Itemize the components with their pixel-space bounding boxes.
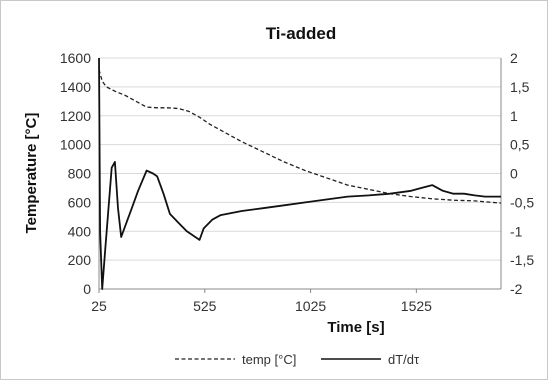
- series-line-temp: [98, 69, 502, 204]
- series-lines: [98, 57, 502, 290]
- x-axis-title: Time [s]: [327, 319, 384, 336]
- y-tick-label: 1000: [60, 137, 91, 153]
- y-axis-title: Temperature [°C]: [23, 113, 40, 234]
- y2-tick-label: -1: [510, 223, 523, 239]
- y-tick-label: 800: [68, 166, 92, 182]
- y2-tick-label: 0,5: [510, 137, 530, 153]
- axes: [98, 58, 502, 293]
- y2-tick-label: 1: [510, 108, 518, 124]
- x-tick-label: 525: [193, 298, 217, 314]
- y2-tick-label: 1,5: [510, 79, 530, 95]
- y-tick-label: 1200: [60, 108, 91, 124]
- x-tick-label: 25: [91, 298, 107, 314]
- y2-tick-label: -0,5: [510, 194, 534, 210]
- y2-tick-label: -2: [510, 281, 523, 297]
- y-tick-label: 400: [68, 223, 92, 239]
- y-tick-label: 0: [83, 281, 91, 297]
- y-tick-label: 200: [68, 252, 92, 268]
- series-line-dtdt: [98, 57, 501, 290]
- y2-tick-label: -1,5: [510, 252, 534, 268]
- y-tick-label: 1600: [60, 50, 91, 66]
- legend: temp [°C] dT/dτ: [175, 352, 420, 367]
- y2-tick-label: 0: [510, 166, 518, 182]
- x-tick-label: 1525: [401, 298, 432, 314]
- gridlines: [99, 57, 501, 261]
- x-tick-label: 1025: [295, 298, 326, 314]
- tick-labels: 0 200 400 600 800 1000 1200 1400 1600 2 1,5 1 0,5 0 -0…: [60, 50, 534, 314]
- y-tick-label: 600: [68, 194, 92, 210]
- legend-label-temp: temp [°C]: [242, 352, 296, 367]
- legend-label-dtdt: dT/dτ: [388, 352, 420, 367]
- chart-title: Ti-added: [266, 24, 337, 43]
- y-tick-label: 1400: [60, 79, 91, 95]
- y2-tick-label: 2: [510, 50, 518, 66]
